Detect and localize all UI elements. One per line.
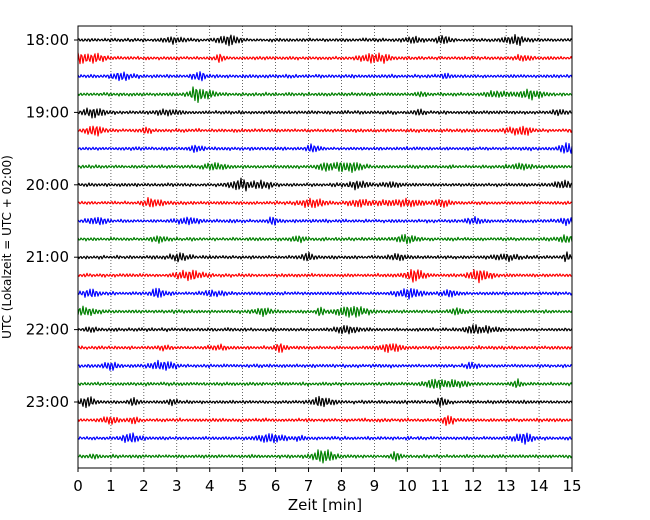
x-tick-label-2: 2 <box>139 477 149 495</box>
x-tick-label-11: 11 <box>431 477 450 495</box>
trace-2145 <box>77 305 573 318</box>
trace-2315 <box>77 415 573 426</box>
trace-2115 <box>77 268 573 284</box>
y-tick-label-1: 19:00 <box>26 103 69 121</box>
plot-frame <box>77 25 573 469</box>
trace-1830 <box>77 71 573 82</box>
trace-2130 <box>77 287 573 300</box>
x-tick-label-15: 15 <box>562 477 581 495</box>
x-tick-label-1: 1 <box>106 477 116 495</box>
x-axis-ticks: 0 1 2 3 4 5 6 7 8 9 10 11 12 13 14 15 <box>73 468 582 495</box>
x-tick-label-6: 6 <box>271 477 281 495</box>
trace-1915 <box>77 125 573 137</box>
x-tick-label-13: 13 <box>497 477 516 495</box>
x-tick-label-12: 12 <box>464 477 483 495</box>
trace-1945 <box>77 161 573 174</box>
x-tick-label-9: 9 <box>370 477 380 495</box>
trace-2030 <box>77 215 573 227</box>
trace-1930 <box>77 142 573 154</box>
y-axis-label: UTC (Lokalzeit = UTC + 02:00) <box>0 155 14 339</box>
trace-2215 <box>77 343 573 354</box>
trace-2045 <box>77 233 573 245</box>
x-tick-label-8: 8 <box>337 477 347 495</box>
x-tick-label-3: 3 <box>172 477 182 495</box>
trace-2200 <box>77 324 573 335</box>
x-tick-label-4: 4 <box>205 477 215 495</box>
trace-2300 <box>77 395 573 409</box>
x-tick-label-0: 0 <box>73 477 83 495</box>
y-tick-label-5: 23:00 <box>26 393 69 411</box>
x-axis-label: Zeit [min] <box>288 496 362 514</box>
y-tick-label-0: 18:00 <box>26 31 69 49</box>
trace-1800 <box>77 33 573 47</box>
trace-2000 <box>77 177 573 192</box>
trace-1845 <box>77 86 573 104</box>
trace-2245 <box>77 378 573 390</box>
trace-2015 <box>77 197 573 209</box>
x-tick-label-10: 10 <box>398 477 417 495</box>
y-tick-label-4: 22:00 <box>26 321 69 339</box>
trace-1900 <box>77 107 573 119</box>
x-tick-label-14: 14 <box>530 477 549 495</box>
trace-2330 <box>77 432 573 445</box>
trace-1815 <box>77 52 573 65</box>
traces-group <box>77 33 573 464</box>
trace-2230 <box>77 359 573 371</box>
y-tick-label-2: 20:00 <box>26 176 69 194</box>
trace-2345 <box>77 449 573 464</box>
y-axis-ticks: 18:00 19:00 20:00 21:00 22:00 23:00 <box>26 31 78 411</box>
plot-background <box>78 26 572 468</box>
x-tick-label-7: 7 <box>304 477 314 495</box>
y-tick-label-3: 21:00 <box>26 248 69 266</box>
trace-2100 <box>77 251 573 263</box>
x-tick-label-5: 5 <box>238 477 248 495</box>
